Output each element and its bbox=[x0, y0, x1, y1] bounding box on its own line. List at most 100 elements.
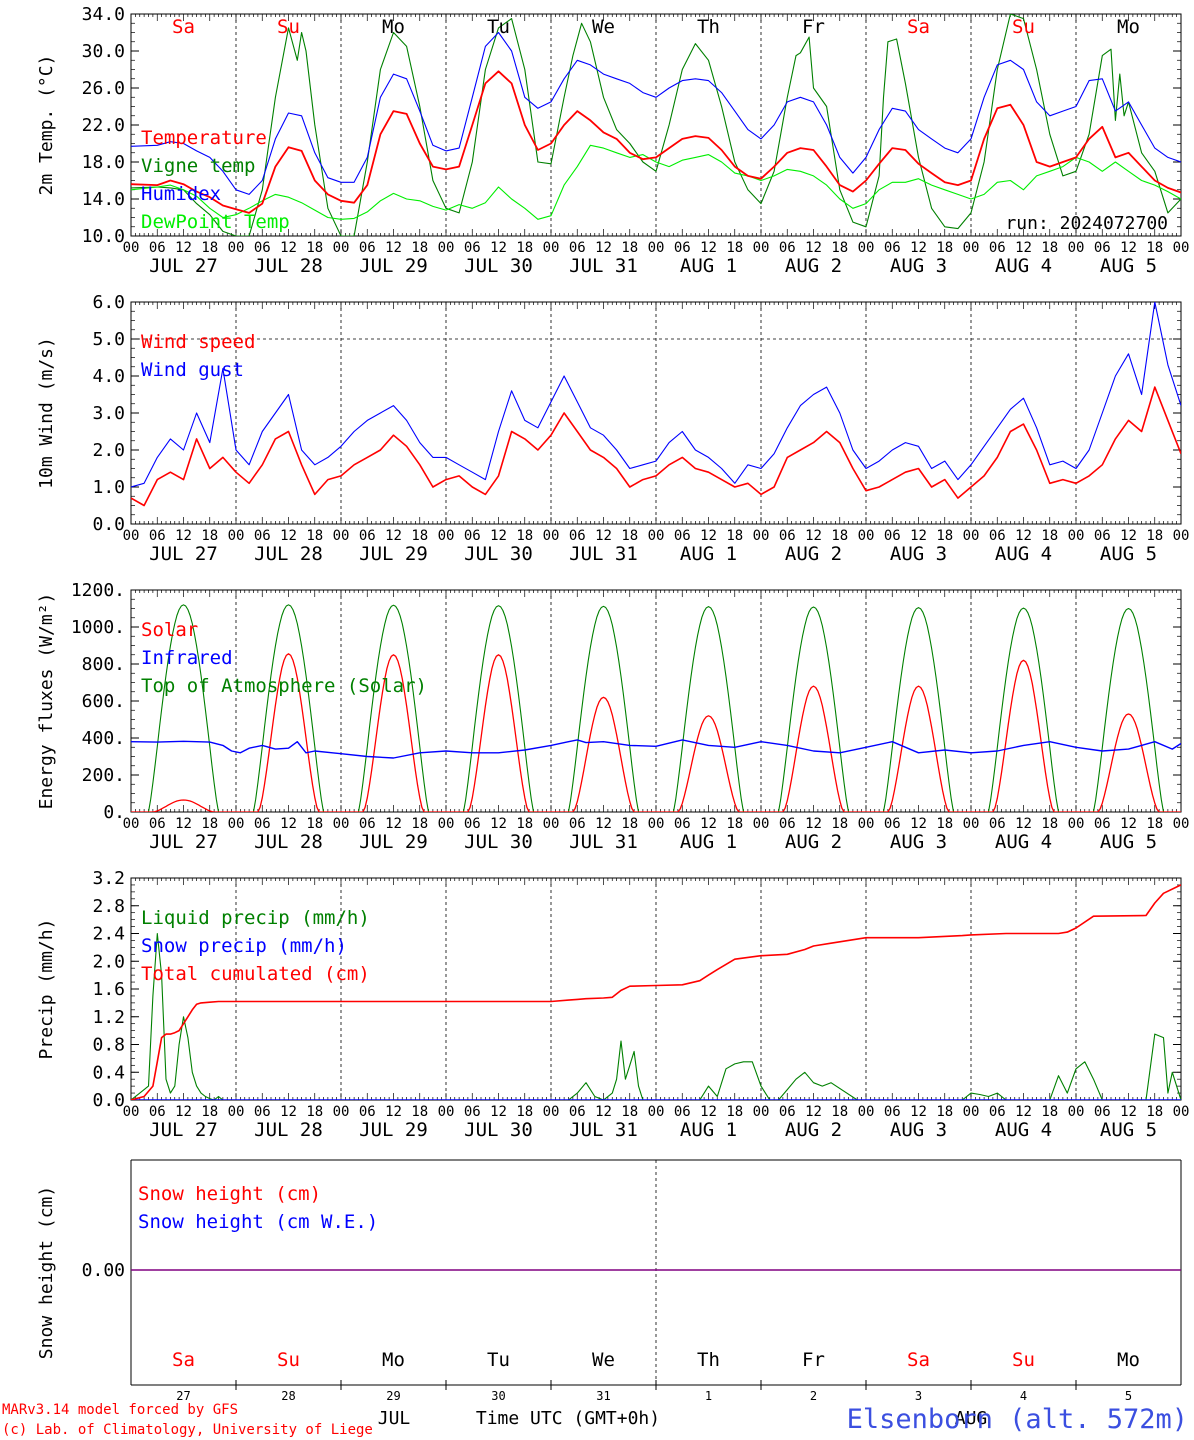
weekday-label: Sa bbox=[907, 16, 930, 38]
hour-tick-label: 12 bbox=[910, 240, 927, 256]
hour-tick-label: 06 bbox=[254, 1104, 271, 1120]
date-label: JUL 28 bbox=[254, 1119, 323, 1141]
hour-tick-label: 06 bbox=[359, 1104, 376, 1120]
y-tick-label: 34.0 bbox=[82, 4, 125, 25]
hour-tick-label: 12 bbox=[805, 1104, 822, 1120]
hour-tick-label: 00 bbox=[438, 1104, 455, 1120]
legend-entry: Vigne temp bbox=[141, 155, 255, 177]
day-number-label: 30 bbox=[491, 1389, 505, 1403]
hour-tick-label: 06 bbox=[1094, 1104, 1111, 1120]
hour-tick-label: 06 bbox=[989, 528, 1006, 544]
series-line-liquid-precip bbox=[131, 932, 1181, 1100]
date-label: AUG 4 bbox=[995, 255, 1052, 277]
y-tick-label: 2.0 bbox=[92, 951, 125, 972]
hour-tick-label: 06 bbox=[779, 240, 796, 256]
weekday-label: Mo bbox=[382, 1349, 405, 1371]
hour-tick-label: 12 bbox=[280, 1104, 297, 1120]
hour-tick-label: 18 bbox=[936, 1104, 953, 1120]
hour-tick-label: 12 bbox=[595, 528, 612, 544]
hour-tick-label: 12 bbox=[280, 528, 297, 544]
hour-tick-label: 00 bbox=[753, 240, 770, 256]
hour-tick-label: 12 bbox=[1015, 1104, 1032, 1120]
hour-tick-label: 18 bbox=[201, 240, 218, 256]
date-label: JUL 28 bbox=[254, 543, 323, 565]
hour-tick-label: 06 bbox=[464, 1104, 481, 1120]
y-tick-label: 200. bbox=[82, 765, 125, 786]
y-tick-label: 4.0 bbox=[92, 366, 125, 387]
hour-tick-label: 12 bbox=[385, 528, 402, 544]
hour-tick-label: 12 bbox=[700, 1104, 717, 1120]
y-axis-label: 10m Wind (m/s) bbox=[36, 337, 57, 489]
hour-tick-label: 18 bbox=[306, 1104, 323, 1120]
weekday-label: Su bbox=[1012, 16, 1035, 38]
hour-tick-label: 18 bbox=[1146, 528, 1163, 544]
hour-tick-label: 12 bbox=[700, 240, 717, 256]
weekday-label: Th bbox=[697, 16, 720, 38]
hour-tick-label: 00 bbox=[333, 1104, 350, 1120]
hour-tick-label: 00 bbox=[228, 240, 245, 256]
date-label: AUG 5 bbox=[1100, 831, 1157, 853]
legend-entry: Infrared bbox=[141, 647, 233, 669]
hour-tick-label: 06 bbox=[569, 816, 586, 832]
hour-tick-label: 12 bbox=[1015, 816, 1032, 832]
legend-entry: Snow precip (mm/h) bbox=[141, 935, 347, 957]
hour-tick-label: 00 bbox=[858, 816, 875, 832]
hour-tick-label: 00 bbox=[543, 240, 560, 256]
hour-tick-label: 18 bbox=[726, 240, 743, 256]
hour-tick-label: 18 bbox=[1041, 240, 1058, 256]
hour-tick-label: 00 bbox=[123, 240, 140, 256]
hour-tick-label: 18 bbox=[1041, 528, 1058, 544]
day-number-label: 27 bbox=[176, 1389, 190, 1403]
date-label: JUL 30 bbox=[464, 1119, 533, 1141]
y-tick-label: 14.0 bbox=[82, 189, 125, 210]
hour-tick-label: 06 bbox=[359, 240, 376, 256]
hour-tick-label: 06 bbox=[464, 528, 481, 544]
hour-tick-label: 12 bbox=[490, 816, 507, 832]
hour-tick-label: 06 bbox=[359, 528, 376, 544]
date-label: AUG 2 bbox=[785, 1119, 842, 1141]
hour-tick-label: 00 bbox=[543, 528, 560, 544]
hour-tick-label: 06 bbox=[569, 240, 586, 256]
hour-tick-label: 12 bbox=[175, 240, 192, 256]
hour-tick-label: 12 bbox=[490, 240, 507, 256]
series-line-humidex bbox=[131, 31, 1181, 195]
date-label: JUL 29 bbox=[359, 543, 428, 565]
hour-tick-label: 00 bbox=[753, 816, 770, 832]
date-label: AUG 2 bbox=[785, 831, 842, 853]
y-tick-label: 26.0 bbox=[82, 78, 125, 99]
hour-tick-label: 12 bbox=[175, 1104, 192, 1120]
hour-tick-label: 12 bbox=[805, 816, 822, 832]
hour-tick-label: 12 bbox=[175, 816, 192, 832]
series-group bbox=[131, 604, 1181, 812]
date-label: AUG 5 bbox=[1100, 543, 1157, 565]
y-tick-label: 1.2 bbox=[92, 1007, 125, 1028]
hour-tick-label: 00 bbox=[438, 240, 455, 256]
y-tick-label: 30.0 bbox=[82, 41, 125, 62]
hour-tick-label: 12 bbox=[280, 240, 297, 256]
hour-tick-label: 00 bbox=[123, 528, 140, 544]
day-number-label: 5 bbox=[1125, 1389, 1132, 1403]
weekday-label: Su bbox=[1012, 1349, 1035, 1371]
x-axis-title: Time UTC (GMT+0h) bbox=[476, 1408, 660, 1429]
date-label: JUL 30 bbox=[464, 543, 533, 565]
hour-tick-label: 18 bbox=[516, 240, 533, 256]
day-number-label: 3 bbox=[915, 1389, 922, 1403]
series-group bbox=[131, 302, 1181, 507]
hour-tick-label: 00 bbox=[1068, 528, 1085, 544]
hour-tick-label: 12 bbox=[595, 816, 612, 832]
legend-entry: Liquid precip (mm/h) bbox=[141, 907, 370, 929]
date-label: AUG 2 bbox=[785, 255, 842, 277]
hour-tick-label: 18 bbox=[621, 528, 638, 544]
legend-entry: Wind speed bbox=[141, 331, 255, 353]
station-label: Elsenborn (alt. 572m) bbox=[847, 1404, 1188, 1435]
series-line-wind-speed bbox=[131, 386, 1181, 507]
date-label: AUG 5 bbox=[1100, 255, 1157, 277]
hour-tick-label: 00 bbox=[333, 816, 350, 832]
date-label: JUL 27 bbox=[149, 831, 218, 853]
hour-tick-label: 18 bbox=[201, 528, 218, 544]
date-label: JUL 29 bbox=[359, 255, 428, 277]
hour-tick-label: 06 bbox=[779, 528, 796, 544]
hour-tick-label: 12 bbox=[280, 816, 297, 832]
hour-tick-label: 12 bbox=[1015, 528, 1032, 544]
